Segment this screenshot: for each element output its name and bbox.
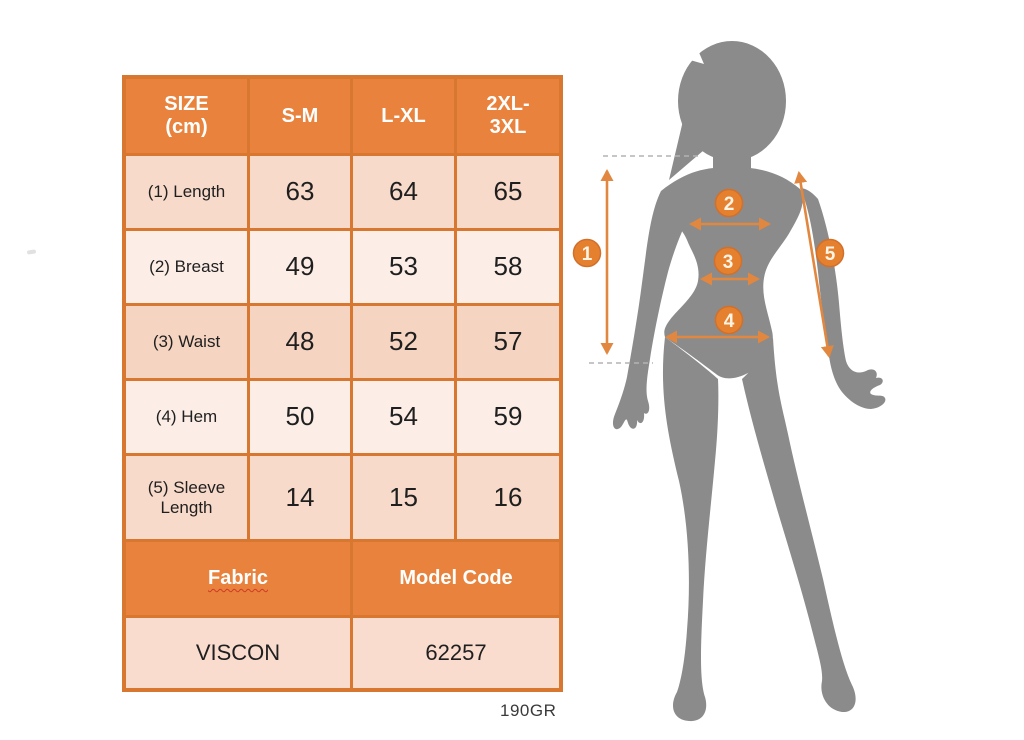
marker-4-label: 4	[724, 311, 735, 332]
row-breast-label: (2) Breast	[126, 231, 247, 303]
marker-1-label: 1	[582, 244, 593, 265]
row-sleeve-lxl: 15	[353, 456, 454, 539]
row-breast-lxl: 53	[353, 231, 454, 303]
weight-note: 190GR	[500, 701, 557, 720]
row-length-2xl: 65	[457, 156, 559, 228]
woman-silhouette	[612, 41, 886, 722]
marker-2-label: 2	[724, 194, 735, 215]
marker-5-circle	[815, 238, 845, 268]
measurement-figure: 1 2 3 4 5	[560, 15, 1024, 740]
row-waist-lxl: 52	[353, 306, 454, 378]
marker-5-label: 5	[825, 244, 836, 265]
marker-3-circle	[713, 246, 743, 276]
row-sleeve-2xl: 16	[457, 456, 559, 539]
row-length-lxl: 64	[353, 156, 454, 228]
silhouette-left-arm	[612, 191, 684, 430]
silhouette-hair-notch	[683, 41, 704, 64]
row-breast-sm: 49	[250, 231, 350, 303]
row-length-sm: 63	[250, 156, 350, 228]
fabric-value: VISCON	[126, 618, 350, 688]
row-sleeve-label: (5) Sleeve Length	[126, 456, 247, 539]
row-breast-2xl: 58	[457, 231, 559, 303]
silhouette-right-arm	[800, 188, 886, 409]
size-chart-table: SIZE (cm) S-M L-XL 2XL-3XL (1) Length 63…	[122, 75, 563, 692]
marker-1-circle	[572, 238, 602, 268]
row-waist-label: (3) Waist	[126, 306, 247, 378]
sleeve-arrow	[794, 171, 834, 358]
header-size-cm: SIZE (cm)	[126, 79, 247, 153]
model-code-header: Model Code	[353, 542, 559, 615]
row-length-label: (1) Length	[126, 156, 247, 228]
fabric-header-label: Fabric	[207, 567, 269, 589]
row-hem-2xl: 59	[457, 381, 559, 453]
header-2xl-3xl: 2XL-3XL	[457, 79, 559, 153]
silhouette-head	[678, 41, 786, 161]
silhouette-left-leg	[662, 337, 719, 722]
marker-2-circle	[714, 188, 744, 218]
header-l-xl: L-XL	[353, 79, 454, 153]
measurement-arrows	[600, 169, 834, 358]
row-waist-2xl: 57	[457, 306, 559, 378]
row-hem-lxl: 54	[353, 381, 454, 453]
row-waist-sm: 48	[250, 306, 350, 378]
marker-4-circle	[714, 305, 744, 335]
row-hem-label: (4) Hem	[126, 381, 247, 453]
row-sleeve-sm: 14	[250, 456, 350, 539]
stray-mark	[26, 249, 37, 255]
fabric-header: Fabric	[126, 542, 350, 615]
silhouette-right-leg	[742, 338, 856, 713]
dashed-guides	[589, 155, 699, 364]
model-code-value: 62257	[353, 618, 559, 688]
silhouette-hair-strand	[669, 108, 704, 180]
header-s-m: S-M	[250, 79, 350, 153]
marker-3-label: 3	[723, 252, 734, 273]
measurement-markers: 1 2 3 4 5	[572, 188, 845, 335]
row-hem-sm: 50	[250, 381, 350, 453]
